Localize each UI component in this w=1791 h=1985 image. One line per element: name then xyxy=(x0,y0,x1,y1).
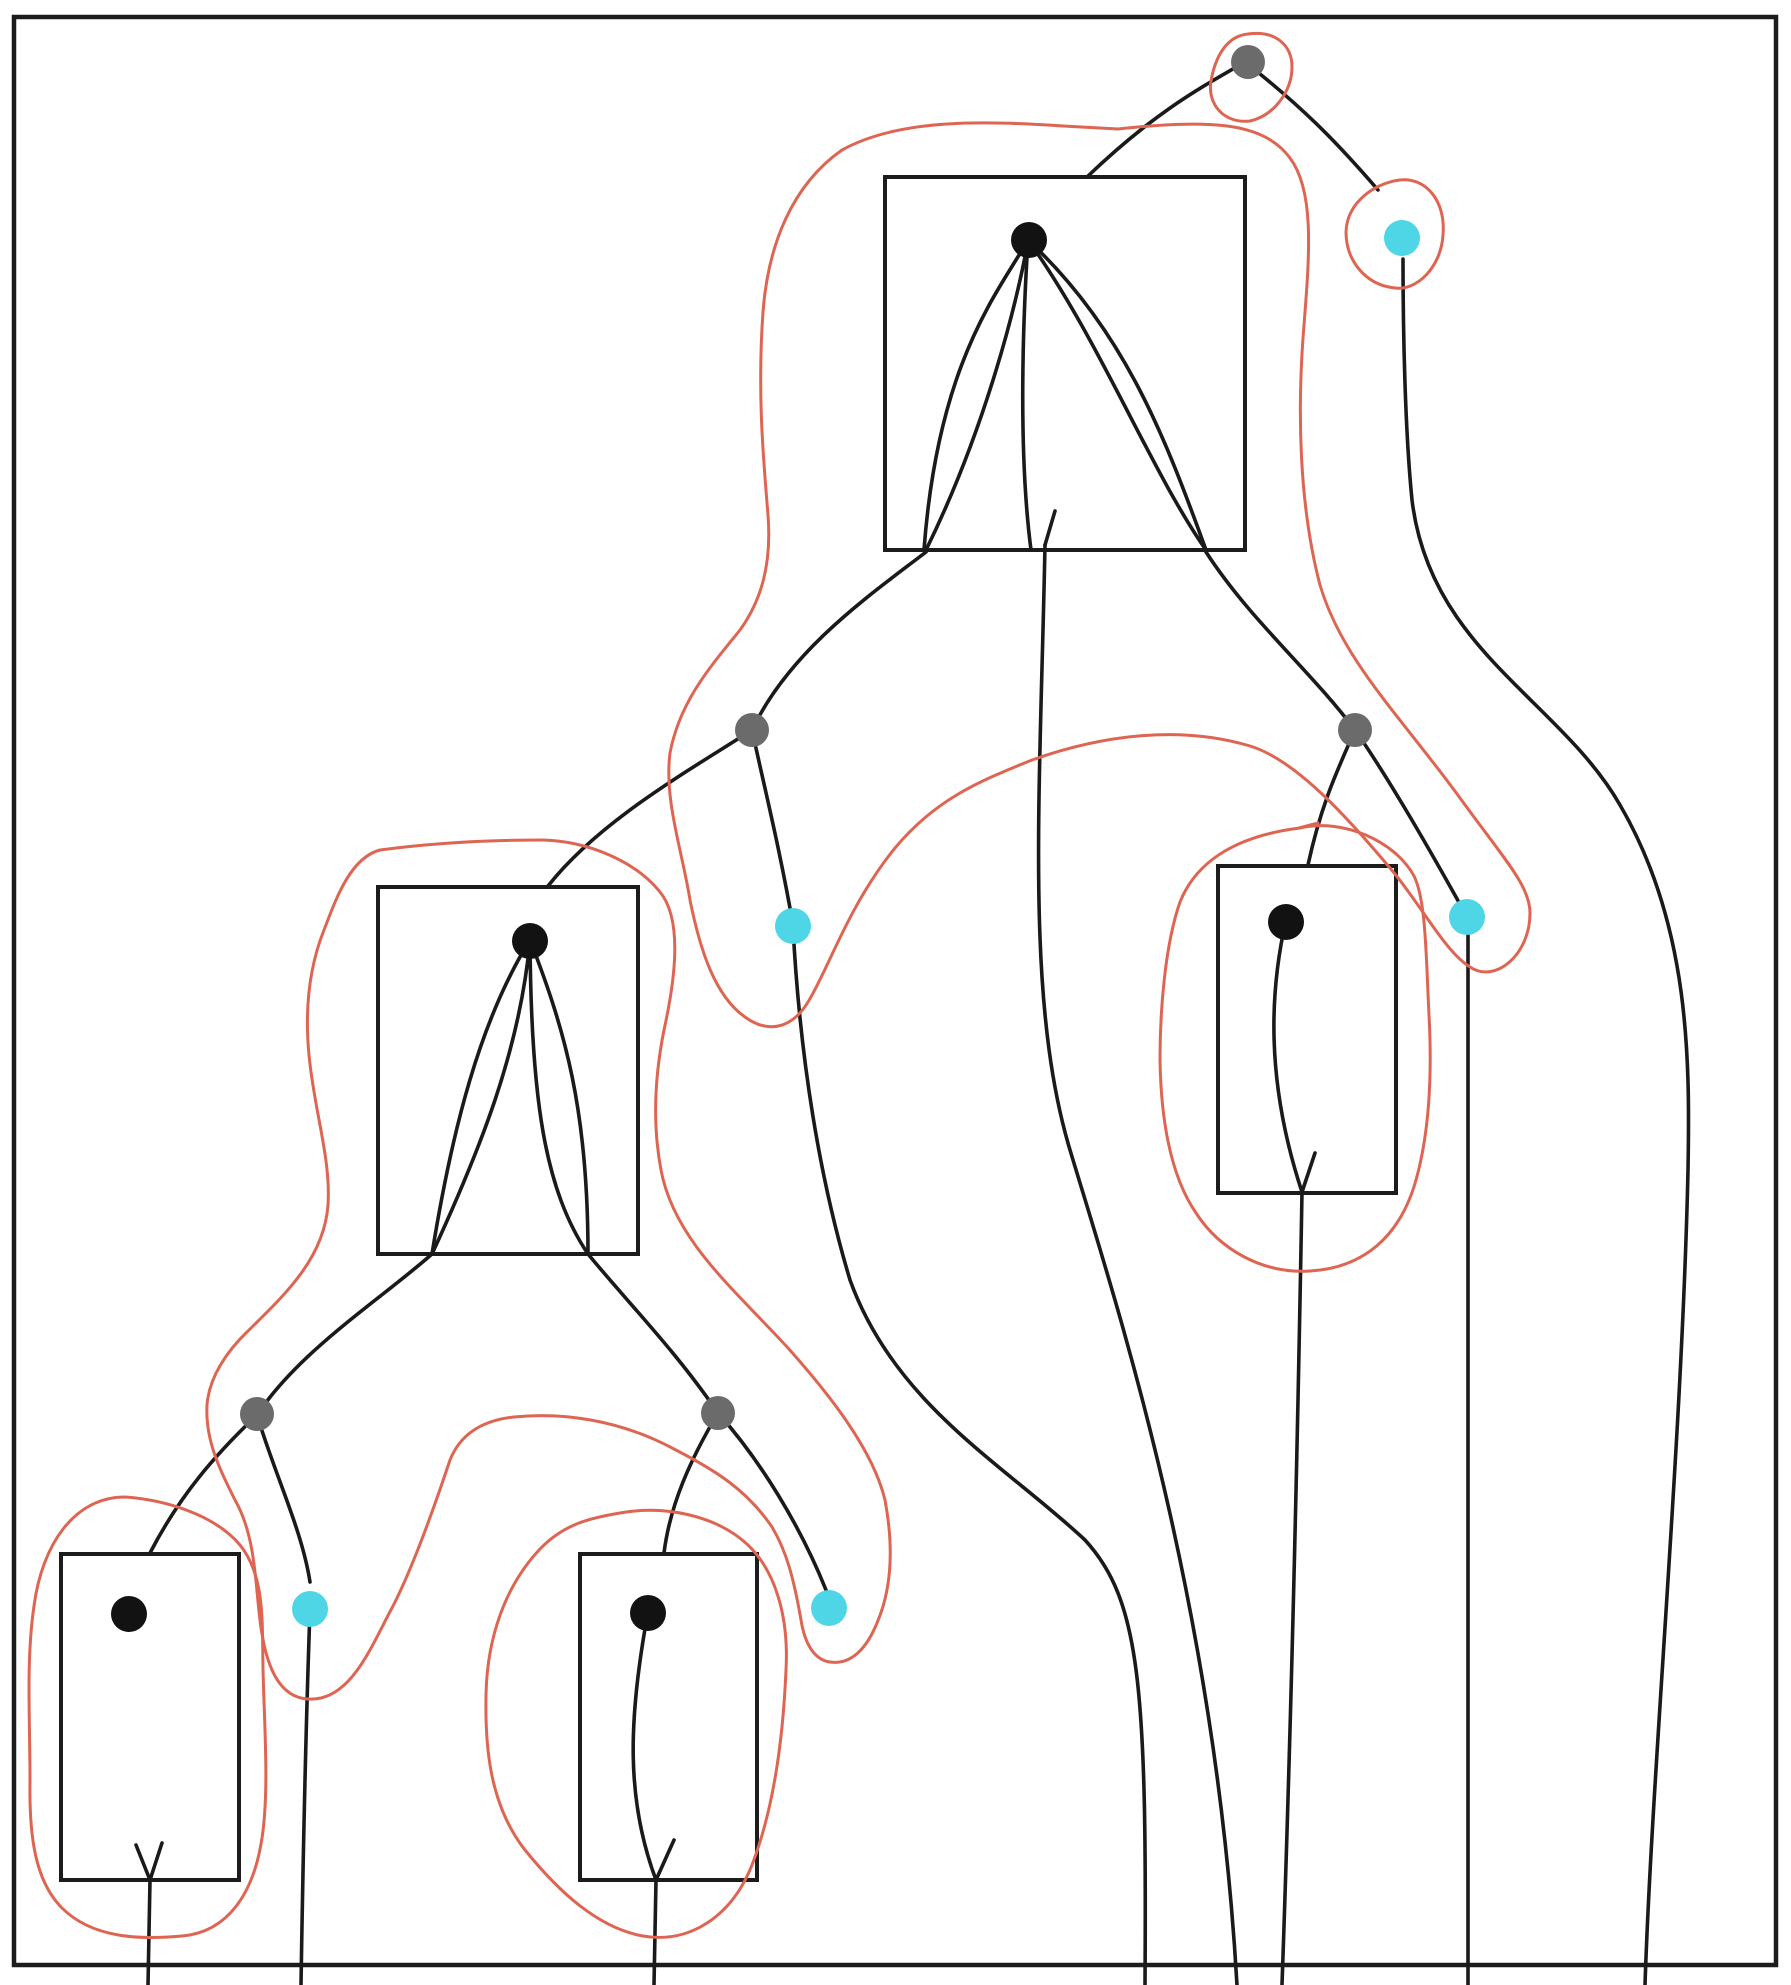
black-node-box-middle-right xyxy=(1268,904,1304,940)
box-top-outline xyxy=(883,175,1247,552)
top-connections xyxy=(1086,60,1691,1985)
wire-low-right-gray-to-box-bottom-middle xyxy=(662,1411,720,1555)
outline-top-cyan xyxy=(1344,178,1445,290)
wire-low-left-cyan-down xyxy=(299,1608,312,1985)
box-top-tick xyxy=(1043,509,1057,547)
wire-right-gray-to-cyan xyxy=(1353,728,1468,917)
gray-node-lower-right xyxy=(701,1396,735,1430)
wire-middle-left-box-to-right-gray xyxy=(586,1252,720,1415)
outer-frame xyxy=(11,14,1779,1968)
wire-top-box-to-left-gray xyxy=(750,550,928,732)
black-node-box-bottom-middle xyxy=(630,1595,666,1631)
wire-top-gray-to-box-top xyxy=(1086,60,1247,178)
wire-top-box-to-right-gray xyxy=(1204,550,1357,732)
box-middle-left-wire-1 xyxy=(430,938,532,1256)
cyan-node-lower-right xyxy=(811,1590,847,1626)
wire-right-cyan-down xyxy=(1466,915,1471,1985)
top-box-outgoing xyxy=(546,550,1471,1985)
wire-left-gray-to-box-middle-left xyxy=(546,728,754,888)
box-bottom-middle-wire xyxy=(631,1610,658,1882)
box-top-wire-4 xyxy=(1026,238,1208,552)
gray-node-middle-left xyxy=(735,713,769,747)
box-top-wire-1 xyxy=(922,238,1030,552)
outline-top-gray xyxy=(1208,31,1294,123)
black-node-box-bottom-left xyxy=(111,1596,147,1632)
wire-low-left-gray-to-cyan xyxy=(255,1413,312,1584)
wire-low-right-gray-to-cyan xyxy=(716,1411,828,1592)
cyan-node-middle-right xyxy=(1449,899,1485,935)
wire-left-cyan-down xyxy=(791,925,1148,1985)
box-top-long-wire xyxy=(1036,543,1239,1985)
box-middle-left-outline xyxy=(376,885,640,1256)
box-bottom-middle-long-wire xyxy=(652,1878,658,1985)
box-bottom-left-tick-a xyxy=(134,1843,152,1882)
box-middle-right-outline xyxy=(1216,864,1398,1195)
box-top-wire-3 xyxy=(1020,238,1033,552)
gray-node-top xyxy=(1231,45,1265,79)
outline-middle-left-large xyxy=(205,838,892,1701)
box-bottom-left-long-wire xyxy=(146,1878,152,1985)
outline-tick-mark-right xyxy=(1297,821,1320,830)
box-bottom-left-tick-b xyxy=(148,1841,164,1882)
wire-middle-left-box-to-left-gray xyxy=(255,1252,434,1417)
box-middle-left-wire-3 xyxy=(528,938,590,1256)
wire-top-gray-to-cyan xyxy=(1243,60,1380,192)
box-middle-right xyxy=(1216,864,1398,1985)
nodes xyxy=(111,45,1485,1632)
cyan-node-lower-left xyxy=(292,1591,328,1627)
box-middle-right-long-wire xyxy=(1280,1190,1304,1985)
black-node-box-top xyxy=(1011,222,1047,258)
box-bottom-middle-tick xyxy=(654,1838,676,1882)
outline-top-large xyxy=(667,121,1532,1029)
box-top xyxy=(883,175,1247,1985)
wire-top-cyan-down xyxy=(1401,257,1691,1985)
box-top-wire-2 xyxy=(924,238,1030,552)
cyan-node-top xyxy=(1384,220,1420,256)
box-middle-left-wire-4 xyxy=(528,938,590,1256)
cyan-node-middle-left xyxy=(775,908,811,944)
box-middle-right-tick xyxy=(1300,1151,1317,1194)
outline-middle-right-box xyxy=(1158,824,1432,1273)
black-node-box-middle-left xyxy=(512,923,548,959)
box-bottom-middle xyxy=(578,1552,759,1985)
box-bottom-left xyxy=(59,1552,241,1985)
box-middle-left xyxy=(255,885,720,1417)
box-bottom-middle-outline xyxy=(578,1552,759,1882)
outline-bottom-middle-box xyxy=(484,1508,788,1939)
wire-low-left-gray-to-box-bottom-left xyxy=(148,1413,259,1555)
wire-left-gray-to-cyan xyxy=(750,728,795,927)
gray-node-middle-right xyxy=(1338,713,1372,747)
lower-connections xyxy=(148,1411,828,1985)
box-top-wire-5 xyxy=(1026,238,1208,552)
highlight-outlines xyxy=(27,31,1532,1940)
box-middle-left-wire-2 xyxy=(430,938,532,1256)
outline-bottom-left-box xyxy=(27,1495,268,1940)
box-middle-right-wire xyxy=(1272,918,1304,1194)
gray-node-lower-left xyxy=(240,1397,274,1431)
